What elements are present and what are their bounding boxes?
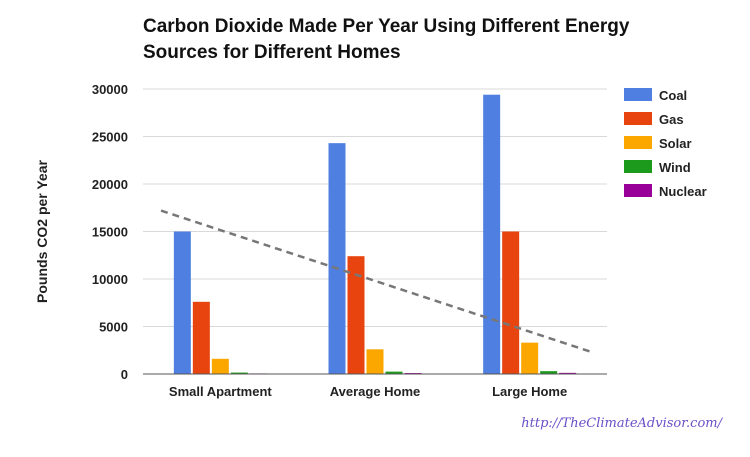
x-tick-label: Average Home [330, 384, 421, 399]
bar-wind [540, 371, 558, 374]
bar-solar [366, 349, 384, 374]
bar-gas [502, 231, 520, 374]
legend-label-wind: Wind [659, 160, 691, 175]
watermark-url: http://TheClimateAdvisor.com/ [521, 416, 722, 431]
legend-label-coal: Coal [659, 88, 687, 103]
bar-wind [385, 371, 403, 374]
y-tick-label: 20000 [92, 177, 128, 192]
legend-label-gas: Gas [659, 112, 684, 127]
x-tick-label: Large Home [492, 384, 567, 399]
bar-solar [211, 358, 229, 374]
legend-swatch-coal [624, 88, 652, 101]
legend-swatch-gas [624, 112, 652, 125]
bar-wind [230, 372, 248, 374]
legend-label-nuclear: Nuclear [659, 184, 707, 199]
bar-gas [347, 256, 365, 374]
x-tick-label: Small Apartment [169, 384, 272, 399]
bar-gas [192, 301, 210, 374]
legend-swatch-wind [624, 160, 652, 173]
legend-swatch-solar [624, 136, 652, 149]
legend-swatch-nuclear [624, 184, 652, 197]
legend-label-solar: Solar [659, 136, 692, 151]
bar-coal [328, 143, 346, 374]
y-tick-label: 30000 [92, 82, 128, 97]
y-tick-label: 5000 [99, 320, 128, 335]
bar-nuclear [559, 372, 577, 374]
trendline [160, 209, 593, 354]
bar-coal [173, 231, 191, 374]
bar-coal [483, 94, 501, 374]
y-tick-label: 10000 [92, 272, 128, 287]
bar-solar [521, 342, 539, 374]
y-tick-label: 0 [121, 367, 128, 382]
y-tick-label: 25000 [92, 130, 128, 145]
chart-title: Carbon Dioxide Made Per Year Using Diffe… [143, 16, 630, 63]
y-axis-title: Pounds CO2 per Year [34, 159, 50, 302]
y-tick-label: 15000 [92, 225, 128, 240]
